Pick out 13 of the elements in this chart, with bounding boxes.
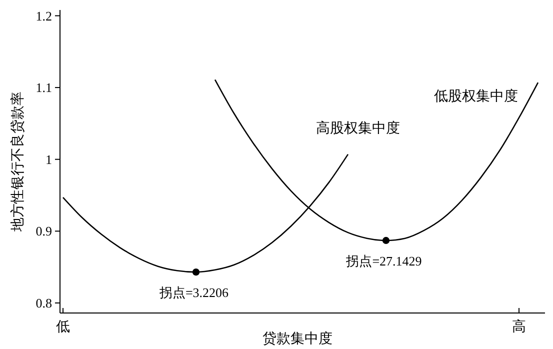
series-label: 高股权集中度 <box>316 120 400 136</box>
y-tick-label: 1.2 <box>36 8 52 24</box>
y-tick-label: 0.9 <box>36 224 52 239</box>
annotation: 拐点=3.2206 <box>158 285 230 300</box>
y-axis-title: 地方性银行不良贷款率 <box>10 92 26 232</box>
series-label: 低股权集中度 <box>434 88 518 105</box>
y-tick-label: 1.1 <box>36 80 52 96</box>
x-tick-label: 高 <box>512 319 526 335</box>
annotation: 拐点=27.1429 <box>345 253 422 268</box>
x-axis-title: 贷款集中度 <box>262 331 332 347</box>
x-tick-label: 低 <box>56 319 70 335</box>
y-tick-label: 1 <box>46 152 52 167</box>
y-tick-label: 0.8 <box>36 296 52 310</box>
